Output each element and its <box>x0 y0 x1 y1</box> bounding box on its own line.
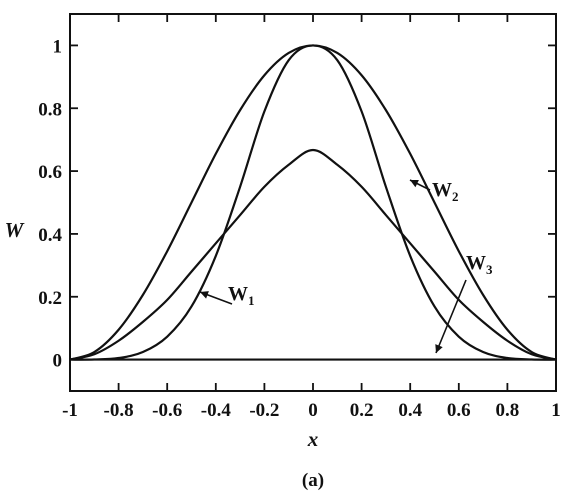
series-line-w3 <box>69 44 557 361</box>
leader-arrowhead-w1 <box>200 291 209 299</box>
y-tick-label: 0.4 <box>38 225 62 246</box>
leader-line-w3 <box>435 279 467 354</box>
series-label-w1: W1 <box>228 283 255 308</box>
series-label-subscript: 2 <box>452 189 459 204</box>
y-tick-label: 0.8 <box>38 99 62 120</box>
x-tick-label: -0.2 <box>249 400 279 421</box>
series-line-w1 <box>69 148 557 361</box>
series-label-w2: W2 <box>432 179 459 204</box>
plot-area <box>69 13 557 392</box>
x-tick-label: 1 <box>551 400 561 421</box>
x-tick-label: 0.2 <box>350 400 374 421</box>
x-tick-label: 0 <box>308 400 318 421</box>
y-axis-label: W <box>5 218 25 242</box>
series-label-main: W <box>466 252 486 274</box>
series-line-w2 <box>69 44 557 361</box>
y-tick-label: 0.2 <box>38 288 62 309</box>
x-tick-label: -1 <box>62 400 78 421</box>
curves <box>69 44 557 361</box>
x-tick-label: -0.8 <box>104 400 134 421</box>
axis-ticks: -1 -0.8 -0.6 -0.4 -0.2 0 0.2 0.4 0.6 0.8 1 0 0.2 0.4 0… <box>38 14 561 421</box>
y-tick-label: 0.6 <box>38 162 62 183</box>
series-label-subscript: 3 <box>486 262 493 277</box>
series-label-main: W <box>432 179 452 201</box>
plot-frame <box>69 13 557 392</box>
x-tick-label: 0.4 <box>398 400 422 421</box>
series-label-w3: W3 <box>466 252 493 277</box>
leader-arrowhead-w2 <box>410 180 419 188</box>
leader-arrowhead-w3 <box>435 344 443 353</box>
x-tick-label: 0.8 <box>496 400 520 421</box>
y-tick-label: 0 <box>53 351 63 372</box>
figure-caption: (a) <box>302 470 324 491</box>
series-label-subscript: 1 <box>248 293 255 308</box>
x-tick-label: -0.4 <box>201 400 232 421</box>
series-label-main: W <box>228 283 248 305</box>
x-axis-label: x <box>307 427 319 451</box>
x-tick-label: -0.6 <box>152 400 182 421</box>
x-tick-label: 0.6 <box>447 400 471 421</box>
y-tick-label: 1 <box>53 36 63 57</box>
